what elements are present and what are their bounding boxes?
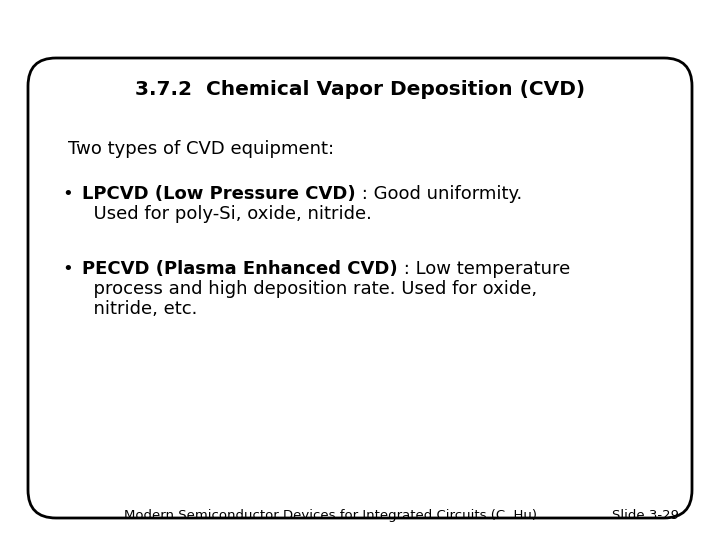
Text: LPCVD (Low Pressure CVD): LPCVD (Low Pressure CVD) xyxy=(82,185,356,203)
Text: Modern Semiconductor Devices for Integrated Circuits (C. Hu): Modern Semiconductor Devices for Integra… xyxy=(124,509,536,522)
Text: Two types of CVD equipment:: Two types of CVD equipment: xyxy=(68,140,334,158)
Text: process and high deposition rate. Used for oxide,: process and high deposition rate. Used f… xyxy=(82,280,537,298)
FancyBboxPatch shape xyxy=(28,58,692,518)
Text: nitride, etc.: nitride, etc. xyxy=(82,300,197,318)
Text: : Low temperature: : Low temperature xyxy=(397,260,570,278)
Text: •: • xyxy=(62,185,73,203)
Text: Used for poly-Si, oxide, nitride.: Used for poly-Si, oxide, nitride. xyxy=(82,205,372,223)
Text: •: • xyxy=(62,260,73,278)
Text: : Good uniformity.: : Good uniformity. xyxy=(356,185,522,203)
Text: PECVD (Plasma Enhanced CVD): PECVD (Plasma Enhanced CVD) xyxy=(82,260,397,278)
Text: Slide 3-29: Slide 3-29 xyxy=(611,509,678,522)
Text: 3.7.2  Chemical Vapor Deposition (CVD): 3.7.2 Chemical Vapor Deposition (CVD) xyxy=(135,80,585,99)
